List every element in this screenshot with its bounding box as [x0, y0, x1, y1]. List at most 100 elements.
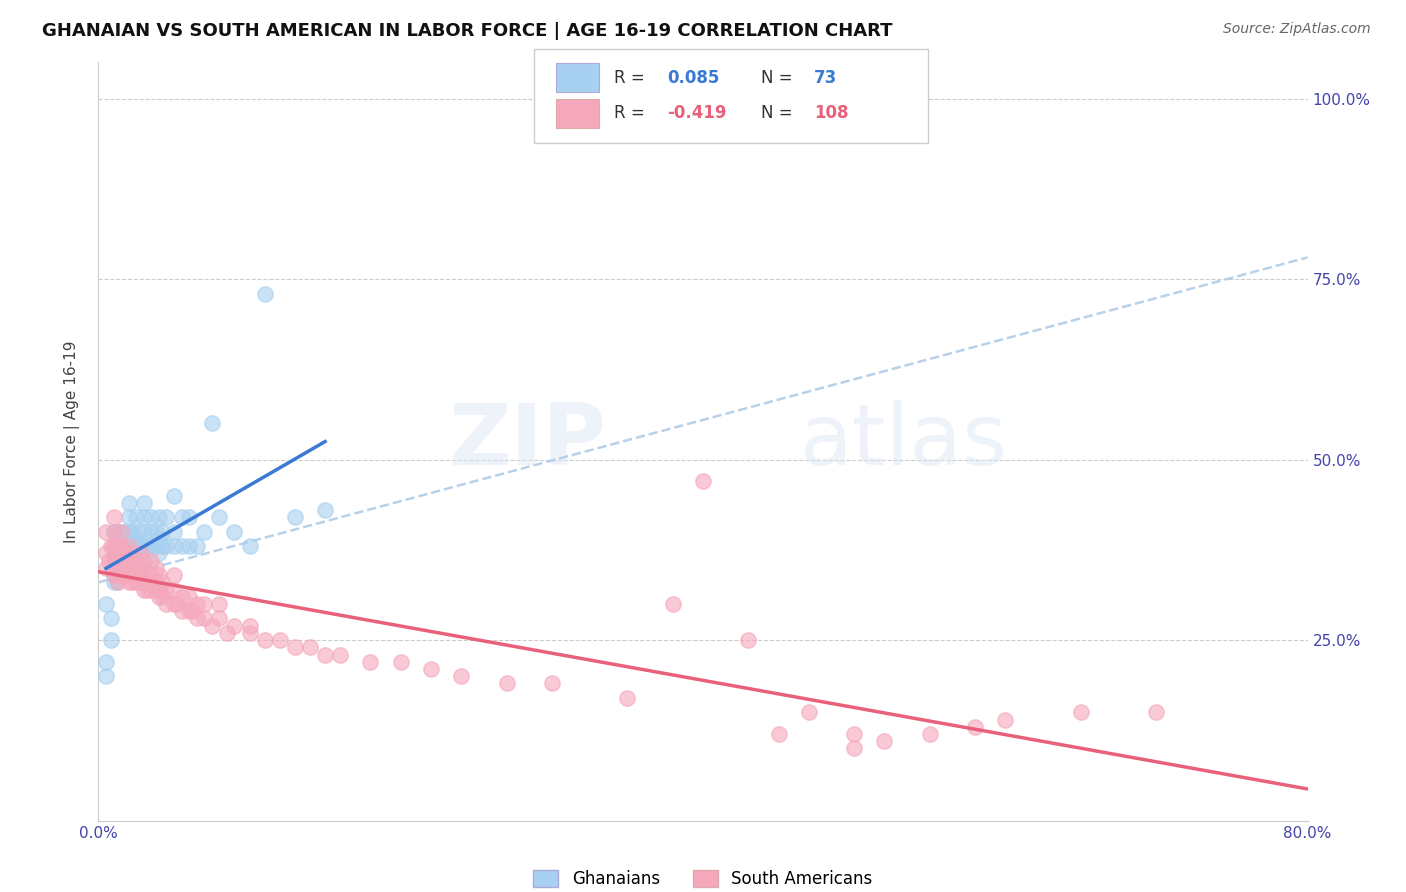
Point — [224, 524, 246, 539]
Point — [150, 524, 173, 539]
Point — [141, 554, 163, 568]
Point — [125, 510, 148, 524]
Point — [105, 561, 128, 575]
Point — [129, 561, 152, 575]
Point — [148, 510, 170, 524]
Point — [692, 475, 714, 489]
Point — [186, 597, 208, 611]
Point — [107, 539, 129, 553]
Point — [179, 604, 201, 618]
Point — [94, 655, 117, 669]
Point — [155, 597, 177, 611]
Point — [121, 546, 143, 560]
Point — [141, 510, 163, 524]
Point — [103, 546, 125, 560]
Point — [107, 554, 129, 568]
Point — [118, 554, 141, 568]
Point — [114, 546, 136, 560]
Point — [145, 575, 167, 590]
Point — [114, 561, 136, 575]
Point — [125, 546, 148, 560]
Point — [181, 604, 204, 618]
Point — [110, 539, 132, 553]
Text: 108: 108 — [814, 104, 849, 122]
Point — [163, 582, 186, 597]
Point — [121, 575, 143, 590]
Point — [193, 611, 215, 625]
Point — [103, 510, 125, 524]
Point — [155, 539, 177, 553]
Point — [284, 510, 307, 524]
Point — [873, 734, 896, 748]
Point — [103, 539, 125, 553]
Point — [150, 575, 173, 590]
Point — [128, 568, 150, 582]
Point — [103, 524, 125, 539]
Y-axis label: In Labor Force | Age 16-19: In Labor Force | Age 16-19 — [63, 340, 80, 543]
Point — [141, 539, 163, 553]
Point — [224, 618, 246, 632]
Point — [145, 582, 167, 597]
Point — [179, 539, 201, 553]
Point — [420, 662, 443, 676]
Point — [114, 546, 136, 560]
Point — [111, 539, 134, 553]
Point — [201, 618, 224, 632]
Point — [239, 618, 262, 632]
Point — [125, 575, 148, 590]
Point — [118, 524, 141, 539]
Point — [132, 582, 155, 597]
Point — [163, 489, 186, 503]
Point — [105, 575, 128, 590]
Point — [965, 720, 987, 734]
Point — [103, 568, 125, 582]
Point — [98, 554, 121, 568]
Point — [994, 713, 1017, 727]
Point — [100, 539, 122, 553]
Point — [163, 539, 186, 553]
Point — [166, 597, 188, 611]
Point — [103, 546, 125, 560]
Point — [118, 561, 141, 575]
Point — [118, 568, 141, 582]
Point — [114, 568, 136, 582]
Point — [141, 568, 163, 582]
Point — [94, 597, 117, 611]
Point — [284, 640, 307, 655]
Point — [125, 532, 148, 546]
Point — [616, 690, 638, 705]
Point — [1070, 706, 1092, 720]
Point — [186, 539, 208, 553]
Point — [129, 546, 152, 560]
Point — [103, 554, 125, 568]
Point — [141, 582, 163, 597]
Point — [118, 546, 141, 560]
Point — [136, 575, 159, 590]
Point — [132, 496, 155, 510]
Point — [125, 561, 148, 575]
Point — [737, 633, 759, 648]
Point — [148, 582, 170, 597]
Point — [94, 669, 117, 683]
Point — [111, 554, 134, 568]
Point — [132, 554, 155, 568]
Point — [100, 611, 122, 625]
Point — [141, 524, 163, 539]
Point — [155, 510, 177, 524]
Point — [132, 554, 155, 568]
Point — [94, 524, 117, 539]
Point — [100, 633, 122, 648]
Point — [389, 655, 412, 669]
Point — [148, 568, 170, 582]
Point — [107, 524, 129, 539]
Point — [918, 727, 941, 741]
Point — [170, 604, 193, 618]
Point — [450, 669, 472, 683]
Point — [107, 575, 129, 590]
Text: Source: ZipAtlas.com: Source: ZipAtlas.com — [1223, 22, 1371, 37]
Point — [111, 568, 134, 582]
Point — [114, 524, 136, 539]
Point — [121, 554, 143, 568]
Point — [128, 524, 150, 539]
Text: N =: N = — [761, 69, 797, 87]
